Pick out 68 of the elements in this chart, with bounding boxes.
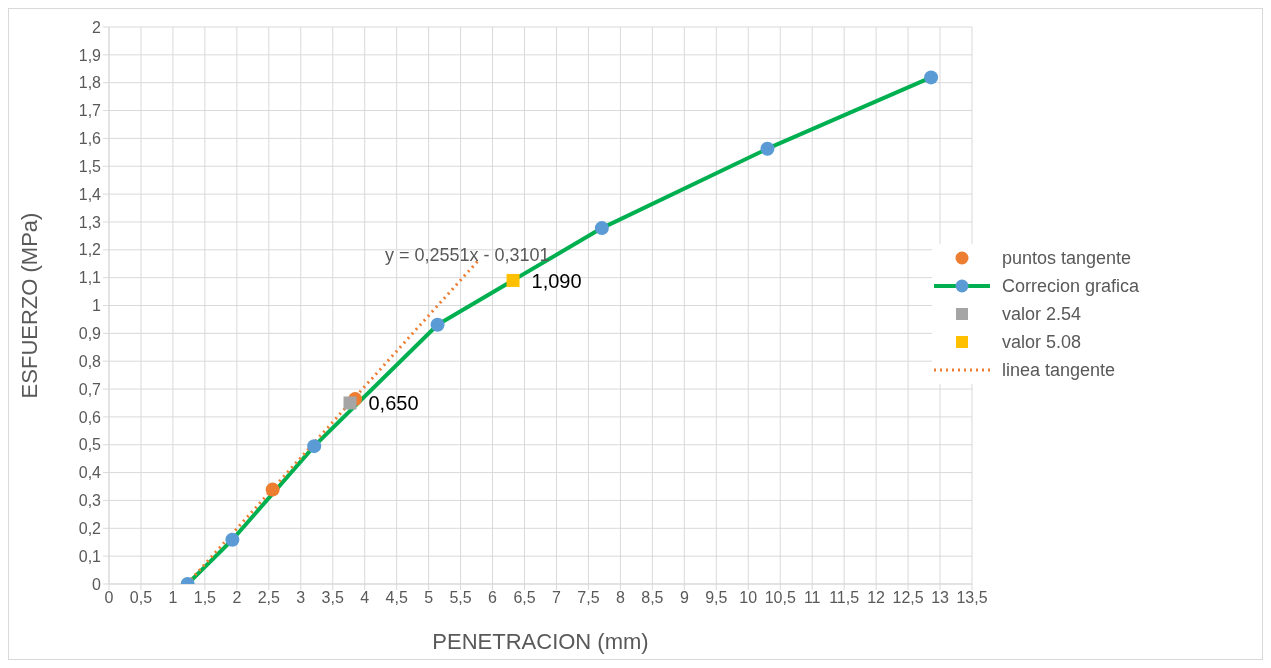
x-axis-title: PENETRACION (mm) [432, 629, 649, 654]
legend-label: linea tangente [1002, 359, 1116, 381]
y-tick-label: 1,5 [78, 157, 102, 175]
y-tick-label: 0,5 [78, 436, 102, 454]
point [594, 221, 609, 236]
x-tick-label: 13 [931, 589, 950, 607]
x-tick-label: 11,5 [829, 589, 860, 607]
x-tick-label: 12 [867, 589, 886, 607]
x-tick-label: 1 [168, 589, 178, 607]
x-tick-label: 2,5 [257, 589, 281, 607]
point [430, 317, 445, 332]
x-tick-label: 5 [424, 589, 434, 607]
data-label: 1,090 [531, 269, 582, 292]
x-tick-label: 6,5 [513, 589, 536, 607]
y-tick-label: 2 [92, 18, 102, 36]
x-tick-label: 0,5 [129, 589, 153, 607]
y-tick-label: 1,6 [78, 130, 102, 148]
y-axis-title: ESFUERZO (MPa) [16, 212, 42, 399]
legend-label: valor 5.08 [1002, 331, 1082, 353]
x-tick-label: 7,5 [577, 589, 600, 607]
y-tick-label: 0,3 [78, 492, 102, 510]
x-tick-label: 0 [104, 589, 114, 607]
data-label: 0,650 [368, 392, 419, 415]
x-tick-label: 1,5 [193, 589, 217, 607]
y-tick-label: 1,9 [78, 46, 102, 64]
x-tick-label: 4,5 [385, 589, 408, 607]
y-tick-label: 0,6 [78, 408, 102, 426]
x-tick-label: 5,5 [449, 589, 472, 607]
y-tick-label: 0 [92, 575, 102, 593]
y-tick-label: 0,9 [78, 325, 102, 343]
legend-label: puntos tangente [1002, 247, 1132, 269]
annotation: y = 0,2551x - 0,3101 [385, 245, 550, 266]
x-tick-label: 4 [360, 589, 370, 607]
point [343, 396, 357, 410]
x-tick-label: 2 [232, 589, 242, 607]
x-tick-label: 10,5 [764, 589, 796, 607]
x-tick-label: 9,5 [705, 589, 728, 607]
x-tick-label: 13,5 [956, 589, 988, 607]
y-tick-label: 0,2 [78, 519, 102, 537]
x-tick-label: 11 [803, 589, 821, 607]
x-tick-label: 3,5 [321, 589, 344, 607]
x-tick-label: 9 [679, 589, 689, 607]
legend-label: Correcion grafica [1002, 275, 1140, 297]
x-tick-label: 12,5 [892, 589, 924, 607]
y-tick-label: 1,7 [78, 102, 102, 120]
y-tick-label: 1,1 [78, 269, 102, 287]
y-tick-label: 0,7 [78, 380, 102, 398]
y-tick-label: 1,3 [78, 213, 102, 231]
y-tick-label: 1,2 [78, 241, 102, 259]
y-tick-label: 0,4 [78, 464, 102, 482]
x-tick-label: 10 [739, 589, 758, 607]
legend-label: valor 2.54 [1002, 303, 1082, 325]
point [924, 70, 939, 85]
y-tick-label: 1,4 [78, 185, 102, 203]
x-tick-label: 7 [552, 589, 562, 607]
point [760, 141, 775, 156]
x-tick-label: 3 [296, 589, 306, 607]
point [265, 482, 280, 497]
x-tick-label: 6 [488, 589, 498, 607]
x-tick-label: 8,5 [641, 589, 664, 607]
y-tick-label: 0,8 [78, 352, 102, 370]
point [225, 532, 240, 547]
point [506, 273, 520, 287]
y-tick-label: 1 [92, 297, 102, 315]
y-tick-label: 0,1 [78, 547, 102, 565]
y-tick-label: 1,8 [78, 74, 102, 92]
x-tick-label: 8 [615, 589, 625, 607]
point [307, 439, 322, 454]
